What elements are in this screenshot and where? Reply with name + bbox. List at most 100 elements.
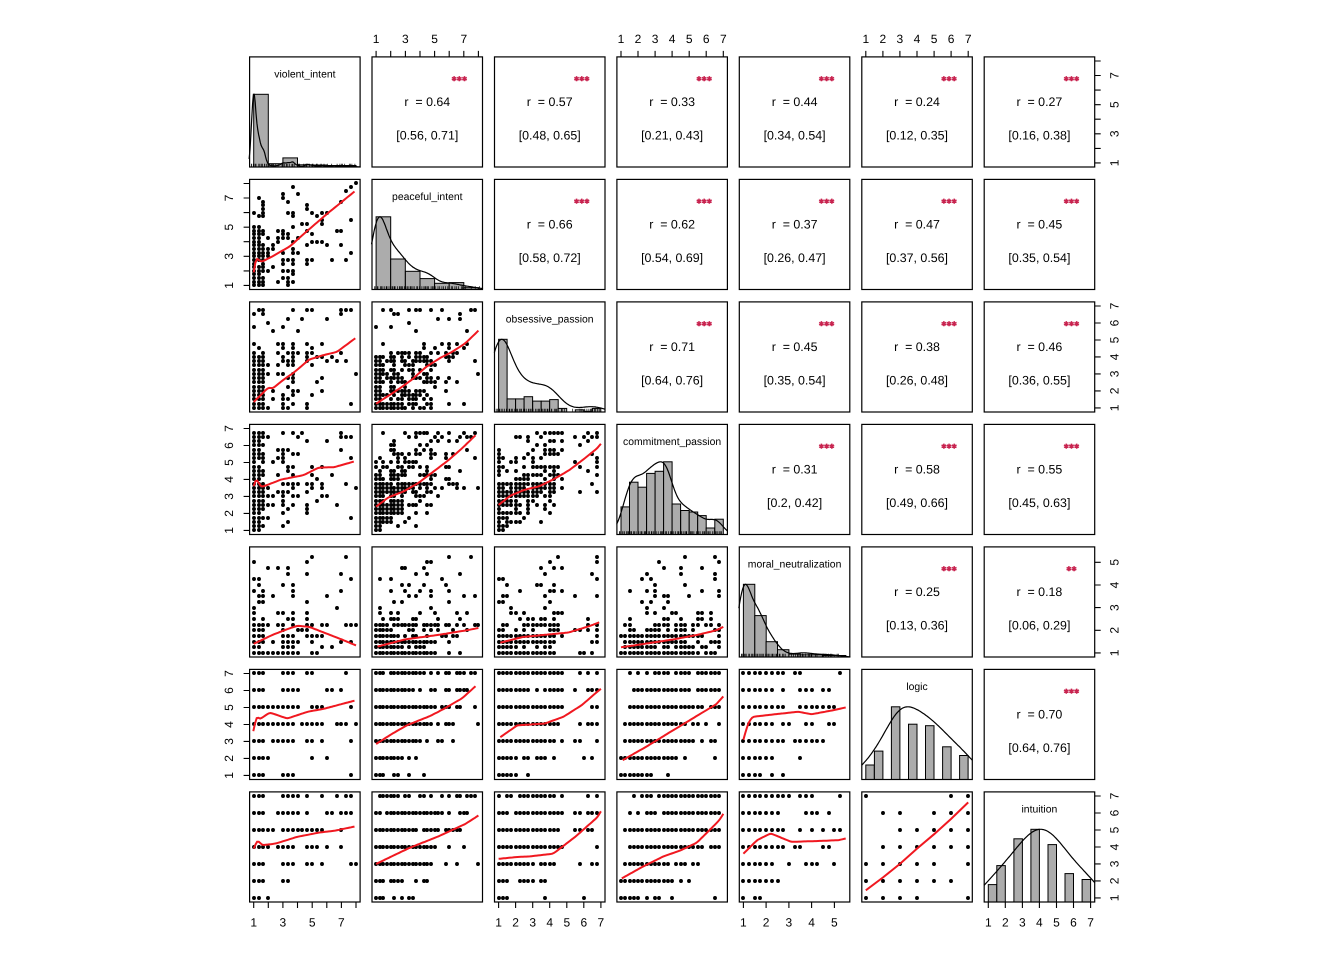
svg-text:3: 3: [222, 738, 236, 745]
svg-text:4: 4: [1108, 843, 1122, 850]
svg-text:5: 5: [309, 916, 316, 930]
svg-text:5: 5: [1053, 916, 1060, 930]
svg-text:3: 3: [786, 916, 793, 930]
svg-text:5: 5: [686, 32, 693, 46]
svg-text:4: 4: [1036, 916, 1043, 930]
svg-text:7: 7: [598, 916, 605, 930]
svg-text:[0.54, 0.69]: [0.54, 0.69]: [641, 251, 703, 265]
svg-text:[0.26, 0.48]: [0.26, 0.48]: [886, 373, 948, 387]
svg-text:1: 1: [1108, 649, 1122, 656]
svg-text:[0.64, 0.76]: [0.64, 0.76]: [1008, 741, 1070, 755]
svg-text:5: 5: [563, 916, 570, 930]
svg-text:7: 7: [1108, 792, 1122, 799]
svg-text:5: 5: [222, 704, 236, 711]
svg-text:3: 3: [897, 32, 904, 46]
svg-text:3: 3: [222, 253, 236, 260]
svg-text:r = 0.45: r = 0.45: [772, 340, 818, 354]
svg-text:r = 0.25: r = 0.25: [894, 585, 940, 599]
svg-text:r = 0.62: r = 0.62: [649, 217, 695, 231]
svg-text:r = 0.38: r = 0.38: [894, 340, 940, 354]
svg-text:7: 7: [222, 670, 236, 677]
svg-text:6: 6: [580, 916, 587, 930]
svg-text:r = 0.47: r = 0.47: [894, 217, 940, 231]
svg-text:7: 7: [1108, 302, 1122, 309]
svg-text:7: 7: [338, 916, 345, 930]
svg-text:7: 7: [1087, 916, 1094, 930]
svg-text:6: 6: [222, 442, 236, 449]
svg-text:3: 3: [1108, 370, 1122, 377]
svg-text:5: 5: [431, 32, 438, 46]
svg-text:1: 1: [222, 527, 236, 534]
svg-text:3: 3: [402, 32, 409, 46]
svg-text:1: 1: [1108, 159, 1122, 166]
svg-text:4: 4: [1108, 353, 1122, 360]
svg-text:r = 0.44: r = 0.44: [772, 95, 818, 109]
svg-text:3: 3: [222, 493, 236, 500]
svg-text:7: 7: [222, 194, 236, 201]
svg-text:2: 2: [512, 916, 519, 930]
svg-text:[0.37, 0.56]: [0.37, 0.56]: [886, 251, 948, 265]
svg-text:5: 5: [222, 459, 236, 466]
svg-text:2: 2: [763, 916, 770, 930]
svg-text:r = 0.31: r = 0.31: [772, 462, 818, 476]
svg-text:1: 1: [618, 32, 625, 46]
svg-text:3: 3: [1108, 860, 1122, 867]
svg-text:1: 1: [862, 32, 869, 46]
svg-text:5: 5: [831, 916, 838, 930]
svg-text:4: 4: [222, 476, 236, 483]
svg-text:4: 4: [546, 916, 553, 930]
svg-text:3: 3: [652, 32, 659, 46]
svg-text:4: 4: [222, 721, 236, 728]
svg-text:2: 2: [880, 32, 887, 46]
svg-text:3: 3: [280, 916, 287, 930]
svg-text:5: 5: [222, 224, 236, 231]
svg-text:6: 6: [222, 687, 236, 694]
svg-text:1: 1: [1108, 894, 1122, 901]
svg-text:[0.56, 0.71]: [0.56, 0.71]: [396, 128, 458, 142]
svg-text:[0.12, 0.35]: [0.12, 0.35]: [886, 128, 948, 142]
svg-text:5: 5: [1108, 826, 1122, 833]
svg-text:commitment_passion: commitment_passion: [623, 437, 721, 448]
svg-text:7: 7: [222, 425, 236, 432]
svg-text:r = 0.66: r = 0.66: [527, 217, 573, 231]
svg-text:logic: logic: [906, 682, 927, 693]
svg-text:r = 0.24: r = 0.24: [894, 95, 940, 109]
svg-text:6: 6: [1070, 916, 1077, 930]
svg-text:moral_neutralization: moral_neutralization: [748, 560, 842, 571]
svg-text:r = 0.57: r = 0.57: [527, 95, 573, 109]
svg-text:violent_intent: violent_intent: [274, 70, 335, 81]
svg-text:7: 7: [965, 32, 972, 46]
svg-text:r = 0.71: r = 0.71: [649, 340, 695, 354]
svg-text:r = 0.64: r = 0.64: [404, 95, 450, 109]
svg-text:5: 5: [1108, 336, 1122, 343]
svg-text:3: 3: [1108, 604, 1122, 611]
svg-text:7: 7: [1108, 72, 1122, 79]
svg-text:intuition: intuition: [1021, 805, 1057, 816]
svg-text:1: 1: [1108, 404, 1122, 411]
svg-text:peaceful_intent: peaceful_intent: [392, 192, 463, 203]
svg-text:[0.26, 0.47]: [0.26, 0.47]: [764, 251, 826, 265]
svg-text:3: 3: [529, 916, 536, 930]
svg-text:5: 5: [1108, 559, 1122, 566]
svg-text:r = 0.37: r = 0.37: [772, 217, 818, 231]
svg-text:4: 4: [914, 32, 921, 46]
svg-text:[0.2, 0.42]: [0.2, 0.42]: [767, 496, 822, 510]
svg-text:r = 0.46: r = 0.46: [1016, 340, 1062, 354]
svg-text:1: 1: [222, 772, 236, 779]
svg-text:7: 7: [720, 32, 727, 46]
svg-text:2: 2: [222, 755, 236, 762]
svg-text:[0.48, 0.65]: [0.48, 0.65]: [519, 128, 581, 142]
svg-text:r = 0.70: r = 0.70: [1016, 707, 1062, 721]
svg-text:[0.64, 0.76]: [0.64, 0.76]: [641, 373, 703, 387]
svg-text:4: 4: [1108, 581, 1122, 588]
svg-text:[0.58, 0.72]: [0.58, 0.72]: [519, 251, 581, 265]
svg-text:obsessive_passion: obsessive_passion: [506, 315, 594, 326]
svg-text:1: 1: [495, 916, 502, 930]
svg-text:2: 2: [1002, 916, 1009, 930]
svg-text:[0.35, 0.54]: [0.35, 0.54]: [1008, 251, 1070, 265]
svg-text:2: 2: [1108, 627, 1122, 634]
svg-text:3: 3: [1108, 130, 1122, 137]
svg-text:6: 6: [948, 32, 955, 46]
svg-text:[0.21, 0.43]: [0.21, 0.43]: [641, 128, 703, 142]
svg-text:5: 5: [931, 32, 938, 46]
